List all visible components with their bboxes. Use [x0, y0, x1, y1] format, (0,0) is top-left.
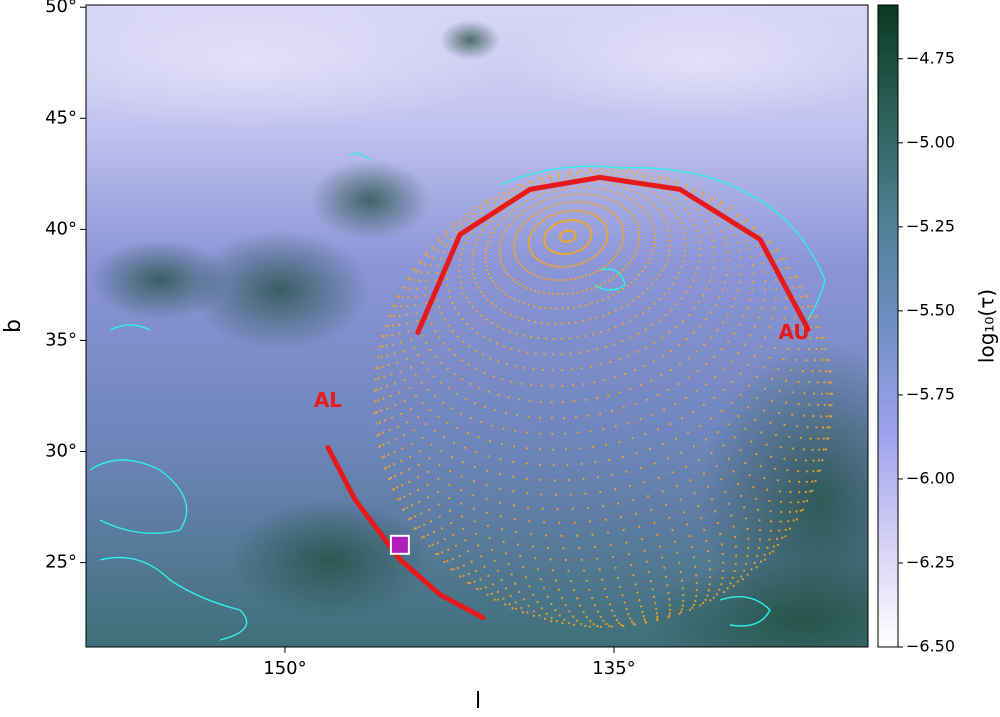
- y-tick-label: 40°: [45, 218, 77, 239]
- x-tick-label: 150°: [263, 658, 306, 679]
- colorbar: [877, 4, 899, 648]
- colorbar-tick-label: −6.00: [906, 468, 955, 487]
- map-background: [86, 5, 868, 647]
- y-axis-label: b: [1, 319, 26, 333]
- y-tick-label: 25°: [45, 552, 77, 573]
- x-tick-label: 135°: [592, 658, 635, 679]
- marker: [389, 534, 410, 555]
- colorbar-tick-label: −5.75: [906, 384, 955, 403]
- y-tick-label: 30°: [45, 441, 77, 462]
- x-axis-label: l: [475, 689, 481, 713]
- plot-frame: [85, 4, 869, 648]
- colorbar-label: log₁₀(τ): [975, 289, 999, 363]
- arc-label: AU: [779, 320, 810, 344]
- colorbar-tick-label: −6.25: [906, 552, 955, 571]
- arc-label: AL: [314, 388, 342, 412]
- colorbar-tick-label: −4.75: [906, 48, 955, 67]
- shell-dots: [373, 168, 834, 629]
- colorbar-tick-label: −5.00: [906, 132, 955, 151]
- y-tick-label: 50°: [45, 0, 77, 17]
- arc-line: [415, 174, 811, 335]
- colorbar-tick-label: −5.50: [906, 300, 955, 319]
- y-tick-label: 35°: [45, 329, 77, 350]
- colorbar-tick-label: −5.25: [906, 216, 955, 235]
- shell-points: [373, 168, 834, 629]
- colorbar-tick-label: −6.50: [906, 637, 955, 656]
- y-tick-label: 45°: [45, 107, 77, 128]
- arc-line: [325, 445, 486, 621]
